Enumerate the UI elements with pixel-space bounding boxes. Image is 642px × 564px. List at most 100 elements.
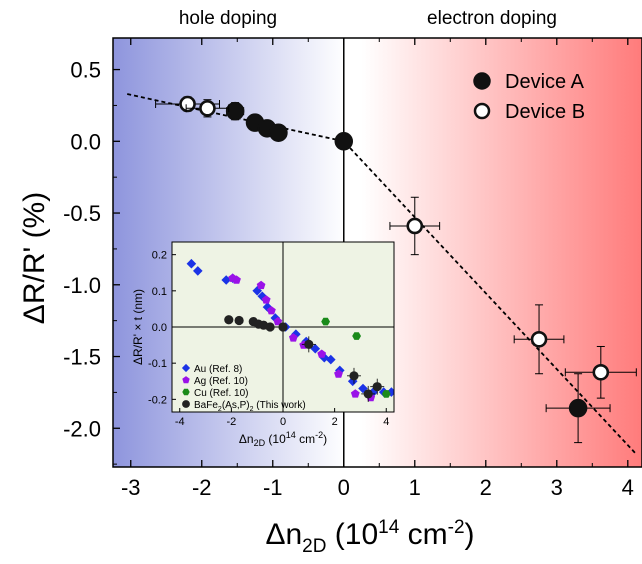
inset-cu-point-0	[321, 317, 330, 326]
inset-legend-bafe: BaFe2(As,P)2 (This work)	[194, 400, 306, 413]
inset-bafe-point-6	[278, 322, 288, 332]
device-b-point-4	[592, 364, 610, 381]
inset-cu-point-2	[381, 390, 391, 398]
device-b-point-0	[179, 95, 196, 113]
hole-doping-label: hole doping	[179, 8, 277, 29]
inset-x-title-end: )	[323, 432, 327, 446]
inset-x-tick-label: 4	[383, 416, 389, 428]
y-axis-title: ΔR/R' (%)	[18, 192, 51, 324]
inset-axes: -4 -2 0 2 4 0.2 0.1 0.0 -0.1 -0.2	[148, 241, 395, 428]
device-b-point-2	[406, 217, 424, 235]
device-a-point-4	[334, 132, 354, 151]
inset-au-point-11	[310, 343, 321, 354]
plot-frame	[112, 37, 642, 468]
x-tick-label: 2	[480, 475, 492, 500]
inset-y-tick-label: 0.1	[152, 286, 167, 298]
inset-bafe-point-9	[363, 389, 373, 399]
inset-bafe-point-8	[349, 371, 359, 381]
inset-au-point-1	[193, 266, 203, 276]
x-tick-label: 3	[551, 475, 563, 500]
inset-x-title-main: Δn	[239, 432, 254, 446]
x-axis-title-sub: 2D	[302, 536, 326, 557]
inset-legend-bafe-sub2: 2	[250, 406, 254, 413]
inset-ag-point-10	[350, 389, 360, 398]
inset-legend: Au (Ref. 8) Ag (Ref. 10) Cu (Ref. 10) Ba…	[181, 363, 306, 413]
inset-au-point-0	[186, 258, 197, 269]
inset-bafe-point-0	[224, 315, 234, 325]
device-b-point-1	[199, 100, 216, 117]
inset-legend-bafe-pre: BaFe	[194, 400, 218, 411]
x-tick-label: 0	[338, 475, 350, 500]
x-axis-title-exp: 14	[378, 517, 400, 538]
inset-legend-marker-ag	[182, 376, 190, 384]
inset-bafe-point-7	[304, 339, 314, 349]
inset-ag-point-6	[289, 333, 298, 342]
inset-ag-point-5	[273, 317, 283, 326]
x-tick-label: -3	[121, 475, 141, 500]
x-axis-title: Δn2D (1014 cm-2)	[265, 517, 474, 557]
inset-legend-marker-cu	[182, 388, 190, 396]
inset-y-axis-title: ΔR/R' × t (nm)	[131, 289, 145, 365]
x-axis-title-end: )	[465, 518, 475, 551]
inset-ag-point-3	[261, 295, 271, 304]
inset-cu-point-1	[352, 332, 361, 340]
inset-x-title-unit: (10	[265, 432, 286, 446]
inset-ag-point-8	[317, 349, 327, 358]
legend-label-device-a: Device A	[505, 71, 585, 93]
inset-y-tick-label: -0.1	[148, 358, 167, 370]
inset-plot-area	[172, 242, 394, 412]
y-tick-label: -1.0	[63, 273, 101, 298]
x-axis-title-cm: cm	[399, 518, 447, 551]
y-tick-label: 0.5	[70, 58, 101, 83]
inset-au-point-2	[221, 275, 231, 285]
x-tick-label: -1	[263, 475, 283, 500]
inset-ag-point-9	[334, 369, 343, 378]
inset-x-title-exp: 14	[286, 430, 296, 440]
y-tick-label: -1.5	[63, 345, 101, 370]
inset-au-point-19	[386, 387, 394, 397]
inset-x-tick-label: 2	[332, 416, 338, 428]
legend-marker-device-a	[473, 72, 491, 90]
main-plot-area	[127, 38, 637, 467]
inset-x-tick-label: 0	[280, 416, 286, 428]
device-b-point-3	[530, 331, 548, 348]
legend-label-device-b: Device B	[505, 101, 585, 123]
inset-legend-bafe-mid: (As,P)	[222, 400, 250, 411]
inset-bafe-point-10	[372, 382, 382, 392]
inset-bafe-point-1	[234, 315, 244, 326]
inset-x-axis-title: Δn2D (1014 cm-2)	[239, 430, 327, 448]
legend: Device A Device B	[473, 71, 585, 123]
device-a-point-3	[269, 123, 288, 142]
inset-x-tick-label: -2	[226, 416, 236, 428]
device-a-point-0	[225, 101, 245, 121]
x-axis-title-exp2: -2	[448, 517, 465, 538]
inset-au-point-7	[270, 313, 281, 323]
inset-legend-marker-bafe	[182, 400, 190, 408]
inset-ag-point-1	[232, 275, 241, 284]
x-axis-title-main: Δn	[265, 518, 302, 551]
inset-au-point-5	[257, 291, 268, 302]
legend-marker-device-b	[473, 102, 491, 120]
inset-legend-bafe-sub1: 2	[218, 406, 222, 413]
inset-x-title-sub: 2D	[254, 438, 266, 448]
inset-legend-au: Au (Ref. 8)	[194, 364, 242, 375]
x-tick-label: 4	[622, 475, 634, 500]
inset-legend-bafe-post: (This work)	[254, 400, 306, 411]
x-tick-label: 1	[409, 475, 421, 500]
y-tick-label: 0.0	[70, 129, 101, 154]
inset-legend-cu: Cu (Ref. 10)	[194, 388, 248, 399]
inset-y-tick-label: 0.2	[152, 250, 167, 262]
x-axis-title-unit: (10	[326, 518, 378, 551]
device-a-point-5	[568, 398, 588, 418]
inset-legend-ag: Ag (Ref. 10)	[194, 376, 248, 387]
inset-y-tick-label: -0.2	[148, 394, 167, 406]
inset-ag-point-2	[256, 280, 266, 290]
y-tick-label: -0.5	[63, 201, 101, 226]
inset-y-tick-label: 0.0	[152, 322, 167, 334]
inset-legend-marker-au	[181, 363, 191, 373]
inset-x-tick-label: -4	[175, 416, 185, 428]
inset-x-title-cm: cm	[296, 432, 315, 446]
electron-doping-label: electron doping	[427, 8, 557, 29]
inset-chart: -4 -2 0 2 4 0.2 0.1 0.0 -0.1 -0.2 Au (Ref. 8) Ag …	[131, 241, 395, 448]
